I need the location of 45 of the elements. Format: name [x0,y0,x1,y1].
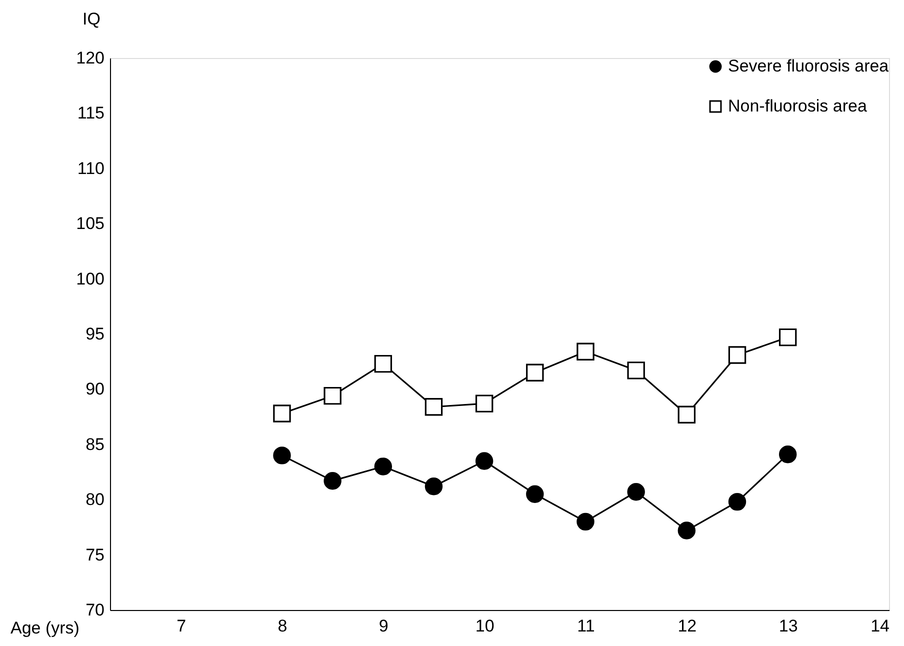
x-tick-label: 14 [870,616,890,636]
x-tick-label: 12 [678,616,697,636]
y-tick-label: 110 [77,158,104,178]
point [273,446,291,464]
x-tick-label: 8 [278,616,288,636]
point [576,342,594,361]
point [475,394,494,412]
y-axis-title: IQ [82,10,100,28]
point [374,458,392,476]
y-tick-label: 105 [76,214,104,234]
point [778,445,797,464]
point [678,522,696,540]
legend-label: Severe fluorosis area [728,56,890,76]
point [475,452,494,470]
point [424,398,443,416]
point [324,472,342,490]
x-tick-label: 9 [378,616,388,636]
point [627,362,645,380]
point [526,364,544,382]
point [678,406,696,424]
y-tick-label: 115 [77,104,104,123]
point [374,354,392,373]
point [324,386,342,405]
legend-label: Non-fluorosis area [728,96,868,116]
point [424,478,443,496]
point [273,404,291,422]
y-tick-label: 95 [86,324,104,344]
point [627,483,645,501]
y-tick-label: 75 [86,545,104,564]
point [728,346,746,364]
y-tick-label: 120 [76,48,104,68]
point [526,485,544,503]
point [576,512,594,531]
y-tick-label: 90 [86,380,104,399]
y-tick-label: 70 [86,600,104,620]
x-tick-label: 10 [475,616,494,636]
x-tick-label: 13 [778,616,798,636]
point [728,492,746,511]
point [778,328,797,346]
x-tick-label: 7 [176,616,186,636]
y-tick-label: 80 [86,490,104,510]
x-tick-label: 11 [577,616,595,636]
y-tick-label: 100 [76,269,104,288]
x-axis-title: Age (yrs) [10,618,80,638]
y-tick-label: 85 [86,434,104,454]
